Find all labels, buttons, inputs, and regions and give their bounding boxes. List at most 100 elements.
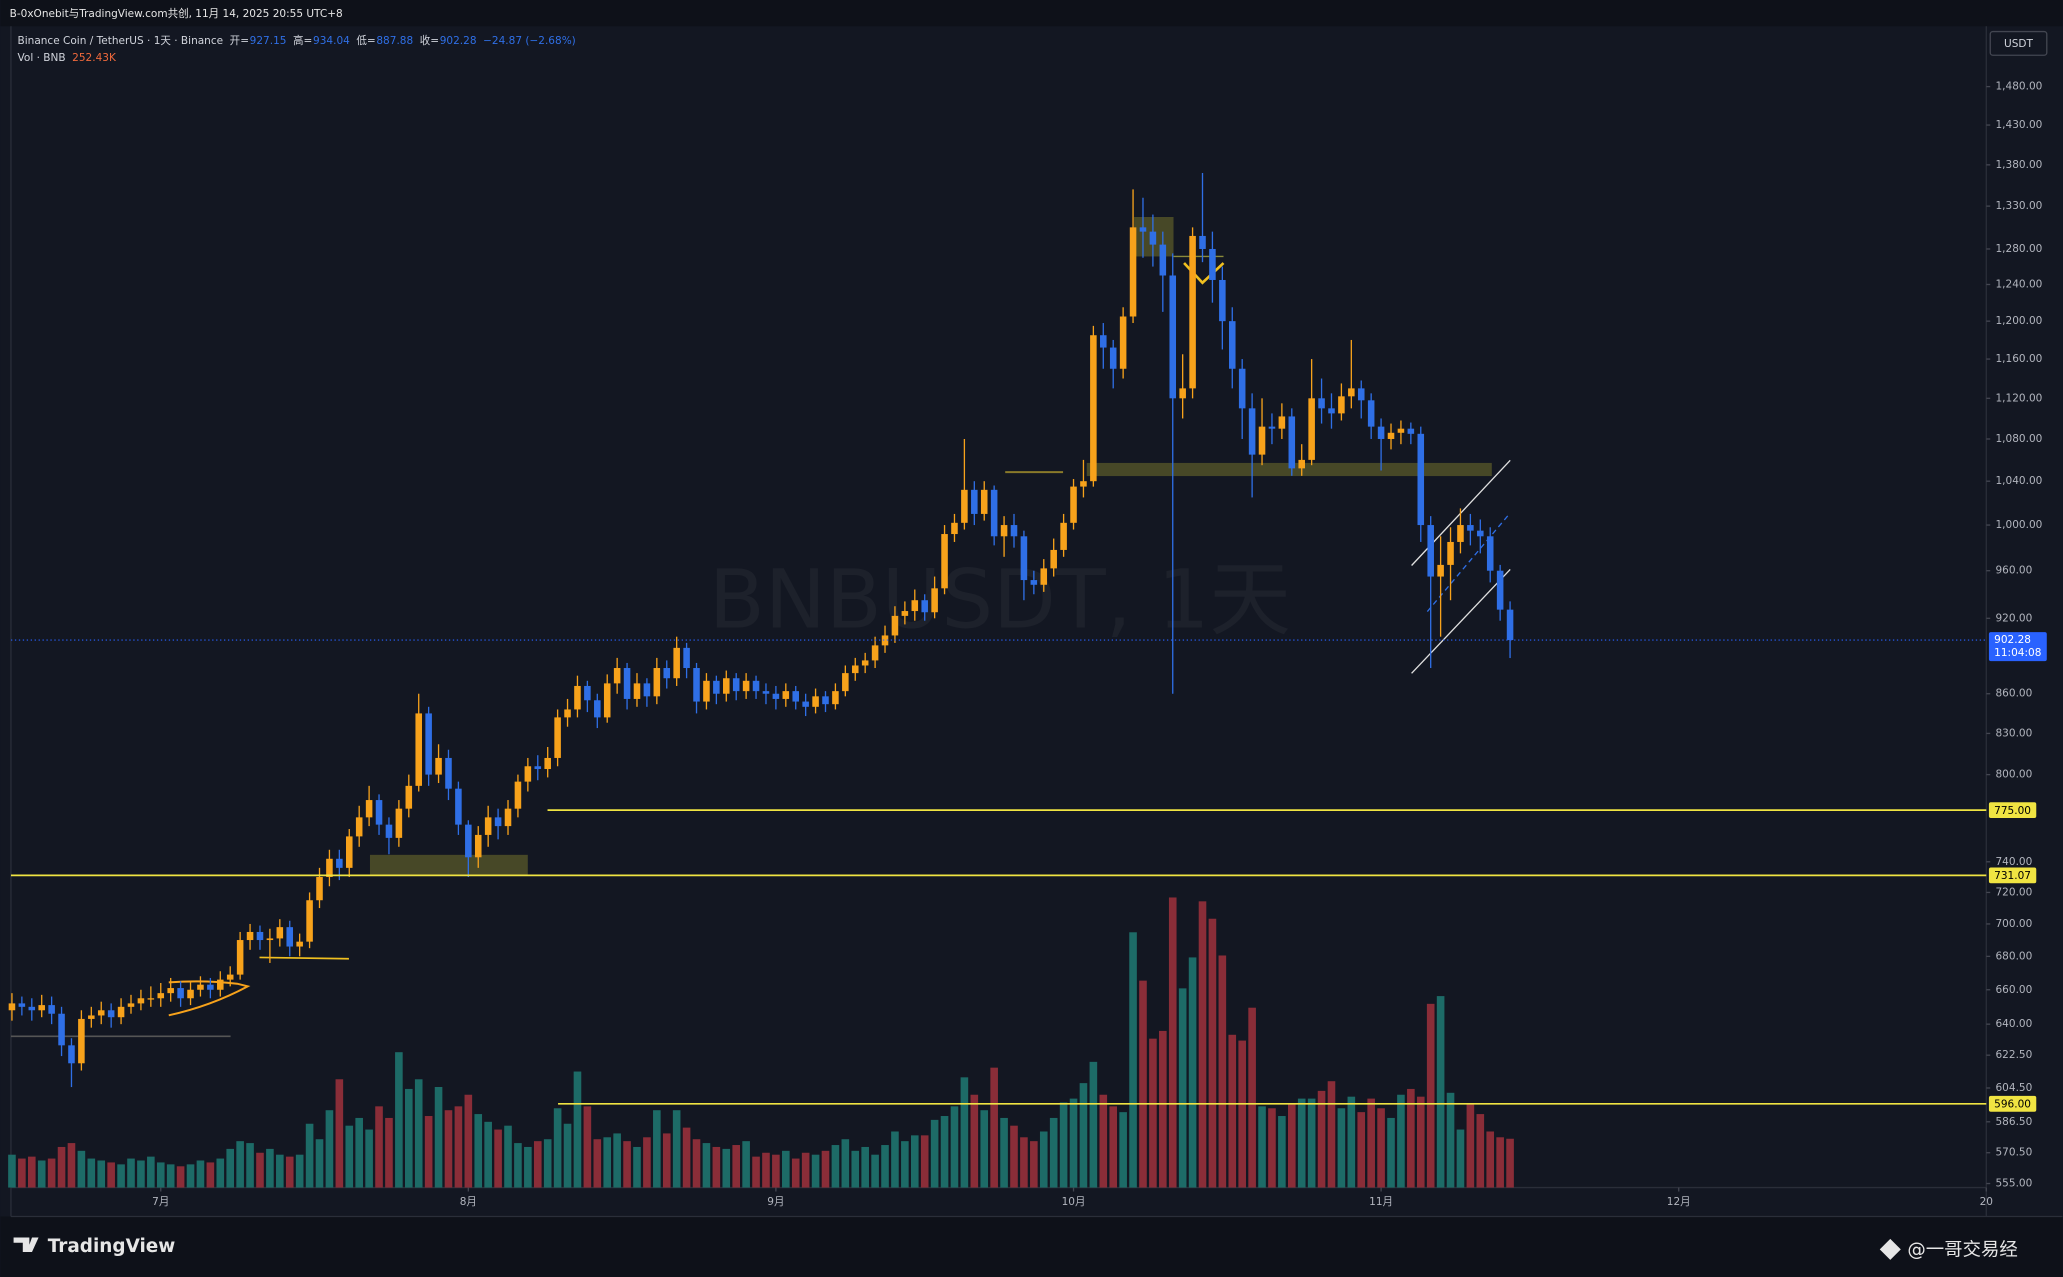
- candle-body: [58, 1013, 65, 1046]
- volume-bar: [970, 1094, 979, 1188]
- candle-body: [1338, 396, 1345, 414]
- candle-body: [306, 900, 313, 942]
- volume-bar: [414, 1079, 423, 1188]
- candle-body: [1090, 335, 1097, 482]
- volume-bar: [851, 1150, 860, 1188]
- candle-body: [1228, 321, 1236, 369]
- legend-value: 927.15: [250, 35, 287, 47]
- candle-body: [1050, 549, 1057, 569]
- volume-bar: [712, 1146, 721, 1188]
- candle-body: [266, 938, 274, 941]
- volume-bar: [643, 1137, 651, 1188]
- candle-body: [990, 489, 998, 537]
- volume-bar: [692, 1139, 701, 1188]
- candle-body: [276, 927, 284, 939]
- candle-body: [752, 680, 760, 692]
- candle-body: [1080, 481, 1087, 487]
- candle-body: [286, 927, 294, 947]
- candle-body: [762, 691, 770, 694]
- volume-bar: [18, 1158, 26, 1188]
- volume-bar: [1248, 1007, 1256, 1188]
- legend-label: 收=: [420, 34, 439, 47]
- volume-bar: [176, 1166, 185, 1188]
- candle-body: [1139, 227, 1147, 232]
- volume-bar: [1129, 932, 1137, 1188]
- volume-bar: [1228, 1034, 1237, 1188]
- candle-body: [78, 1018, 85, 1064]
- candle-body: [1278, 416, 1286, 429]
- y-tick-label: 1,240.00: [1995, 278, 2042, 290]
- candle-body: [1248, 408, 1256, 455]
- candle-body: [207, 984, 214, 990]
- candle-body: [683, 647, 690, 669]
- volume-bar: [266, 1148, 274, 1188]
- candle-body: [157, 993, 165, 999]
- candle-body: [514, 781, 522, 809]
- candle-body: [28, 1006, 36, 1011]
- volume-bar: [514, 1143, 522, 1188]
- symbol-title: Binance Coin / TetherUS · 1天 · Binance: [18, 35, 224, 47]
- y-tick-label: 555.00: [1995, 1178, 2032, 1190]
- candle-body: [425, 713, 432, 775]
- volume-bar: [67, 1143, 76, 1188]
- candle-body: [1030, 580, 1038, 585]
- volume-bar: [861, 1146, 869, 1188]
- volume-bar: [186, 1164, 195, 1188]
- brand-name: TradingView: [48, 1236, 176, 1257]
- volume-bar: [662, 1133, 671, 1188]
- candle-body: [594, 700, 601, 718]
- candle-body: [901, 611, 909, 616]
- volume-bar: [335, 1079, 344, 1188]
- volume-bar: [325, 1110, 334, 1188]
- volume-bar: [1416, 1096, 1425, 1188]
- volume-bar: [37, 1160, 46, 1188]
- y-tick-label: 830.00: [1995, 727, 2032, 739]
- candle-body: [1169, 275, 1177, 399]
- footer-bar: [0, 1216, 2063, 1277]
- candle-body: [1000, 525, 1008, 537]
- candle-body: [137, 998, 145, 1004]
- volume-bar: [772, 1154, 780, 1188]
- volume-bar: [147, 1156, 155, 1188]
- volume-bar: [1218, 955, 1227, 1188]
- volume-bar: [762, 1152, 770, 1188]
- candle-body: [1447, 541, 1454, 565]
- volume-bar: [1347, 1096, 1356, 1188]
- header-text: B-0xOnebit与TradingView.com共创, 11月 14, 20…: [10, 7, 343, 20]
- candle-body: [217, 979, 224, 990]
- volume-bar: [524, 1146, 532, 1188]
- volume-bar: [137, 1160, 145, 1188]
- volume-bar: [216, 1158, 225, 1188]
- volume-bar: [87, 1158, 96, 1188]
- volume-bar: [236, 1141, 244, 1188]
- candle-body: [1318, 398, 1325, 409]
- candle-body: [1427, 525, 1434, 577]
- volume-bar: [474, 1114, 483, 1188]
- candle-body: [38, 1005, 45, 1011]
- volume-bar: [752, 1156, 760, 1188]
- channel-line: [1411, 569, 1511, 674]
- volume-bar: [1089, 1061, 1098, 1188]
- candle-body: [663, 668, 671, 679]
- volume-bar: [454, 1106, 463, 1188]
- y-tick-label: 1,160.00: [1995, 353, 2042, 365]
- volume-bar: [494, 1129, 502, 1188]
- volume-bar: [1496, 1137, 1504, 1188]
- candle-body: [1149, 231, 1157, 245]
- candle-body: [415, 713, 422, 786]
- zone: [1086, 462, 1492, 477]
- candle-body: [236, 940, 244, 975]
- volume-bar: [226, 1148, 235, 1188]
- x-tick-label: 20: [1980, 1196, 1993, 1208]
- volume-bar: [573, 1071, 582, 1188]
- countdown: 11:04:08: [1994, 647, 2041, 659]
- candle-body: [504, 808, 512, 827]
- triangle-pattern: [168, 980, 251, 1017]
- candle-body: [1308, 398, 1315, 460]
- volume-bar: [553, 1108, 562, 1188]
- candle-body: [822, 696, 829, 705]
- volume-bar: [633, 1146, 641, 1188]
- volume-bar: [910, 1135, 919, 1188]
- volume-bar: [1446, 1092, 1455, 1188]
- candle-body: [256, 931, 264, 941]
